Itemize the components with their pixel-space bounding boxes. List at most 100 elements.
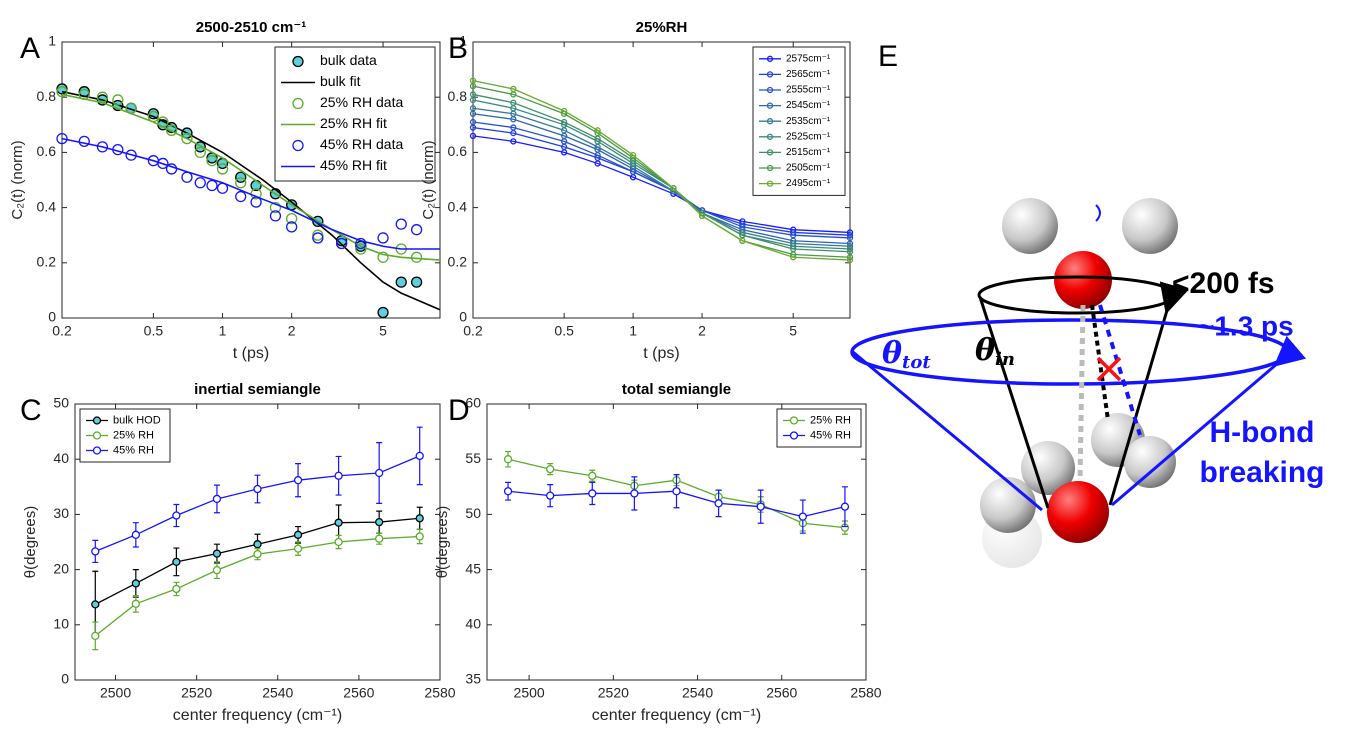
data-point <box>172 584 181 594</box>
data-point <box>588 489 597 498</box>
legend-label: 2505cm⁻¹ <box>786 163 831 174</box>
data-point <box>410 276 423 288</box>
series-line <box>61 90 441 311</box>
data-point <box>510 99 517 106</box>
legend-label: 2515cm⁻¹ <box>786 147 831 158</box>
legend-label: bulk HOD <box>113 414 161 426</box>
hbond-label: breaking <box>1199 456 1324 489</box>
data-point <box>56 132 68 145</box>
data-point <box>312 229 324 241</box>
legend-label: bulk fit <box>320 73 361 89</box>
x-tick-label: 2540 <box>682 685 713 701</box>
data-point <box>790 254 797 261</box>
legend-label: 25% RH <box>113 429 154 441</box>
data-point <box>375 517 384 527</box>
y-tick-label: 0.4 <box>37 198 57 214</box>
data-point <box>131 579 140 588</box>
data-point <box>293 476 303 485</box>
x-tick-label: 0.5 <box>144 323 164 339</box>
y-tick-label: 0.8 <box>37 88 57 104</box>
data-point <box>293 530 303 539</box>
x-axis-label: center frequency (cm⁻¹) <box>592 707 761 724</box>
series-line <box>472 80 851 261</box>
legend <box>776 408 862 448</box>
fast-time: <200 fs <box>1172 267 1275 300</box>
data-point <box>714 499 723 508</box>
data-point <box>172 511 181 520</box>
chart-title: 25%RH <box>636 19 688 36</box>
cone-line <box>1111 335 1307 507</box>
data-point <box>415 451 424 461</box>
data-point <box>546 491 555 500</box>
theta: θ <box>882 336 902 371</box>
data-point <box>588 471 597 480</box>
subscript: tot <box>902 352 931 373</box>
y-tick-label: 0.4 <box>448 198 468 214</box>
rotation-arrow <box>1095 204 1101 222</box>
legend-swatch <box>292 55 304 68</box>
data-point <box>286 221 298 233</box>
data-point <box>165 124 178 136</box>
x-tick-label: 0.2 <box>52 323 72 339</box>
data-point <box>672 487 681 496</box>
y-tick-label: 55 <box>465 450 481 466</box>
atom <box>1021 441 1075 495</box>
data-point <box>125 149 137 161</box>
data-point <box>415 514 424 523</box>
legend-label: 45% RH fit <box>320 157 387 173</box>
data-point <box>510 85 517 93</box>
legend-swatch <box>789 431 799 440</box>
data-point <box>286 212 298 225</box>
data-point <box>415 532 424 541</box>
panel-label: E <box>878 40 898 73</box>
legend-swatch <box>766 164 774 172</box>
panel-label: A <box>20 32 40 65</box>
data-point <box>560 118 568 126</box>
y-tick-label: 40 <box>53 450 69 466</box>
cone-line <box>978 296 1050 509</box>
atom <box>1054 251 1112 309</box>
chart-title: total semiangle <box>622 381 731 398</box>
theta: θ <box>975 333 995 368</box>
data-point <box>375 468 384 478</box>
x-tick-label: 2520 <box>181 685 212 701</box>
data-point <box>355 243 367 255</box>
data-point <box>131 599 140 608</box>
legend-label: 45% RH <box>810 429 851 441</box>
atom <box>1124 436 1176 488</box>
data-point <box>355 237 367 250</box>
data-point <box>269 201 282 214</box>
x-tick-label: 2560 <box>766 685 797 701</box>
data-point <box>206 179 218 192</box>
data-point <box>670 185 677 192</box>
data-point <box>269 210 282 222</box>
series-line <box>472 85 851 258</box>
y-tick-label: 50 <box>53 395 69 411</box>
data-point <box>510 138 517 145</box>
data-point <box>253 540 262 549</box>
data-point <box>91 600 100 609</box>
data-point <box>739 237 746 244</box>
y-tick-label: 50 <box>465 505 481 521</box>
y-axis-label: C₂(t) (norm) <box>420 140 437 219</box>
y-tick-label: 0.2 <box>448 254 468 270</box>
data-point <box>216 163 229 175</box>
data-point <box>96 141 109 153</box>
data-point <box>410 224 423 236</box>
data-point <box>112 94 124 106</box>
data-point <box>91 631 100 640</box>
plot-area <box>486 403 867 681</box>
y-tick-label: 30 <box>53 505 69 521</box>
data-point <box>235 190 247 203</box>
legend-label: 45% RH <box>113 444 154 456</box>
data-point <box>181 132 193 145</box>
legend-swatch <box>789 416 799 425</box>
legend-label: 2545cm⁻¹ <box>786 100 831 111</box>
chart-title: inertial semiangle <box>194 381 321 398</box>
legend-swatch <box>766 86 774 94</box>
data-point <box>377 251 389 263</box>
data-point <box>503 487 513 496</box>
y-axis-label: θ(degrees) <box>22 506 39 579</box>
theta-tot: θtot <box>882 336 931 373</box>
data-point <box>560 107 568 115</box>
